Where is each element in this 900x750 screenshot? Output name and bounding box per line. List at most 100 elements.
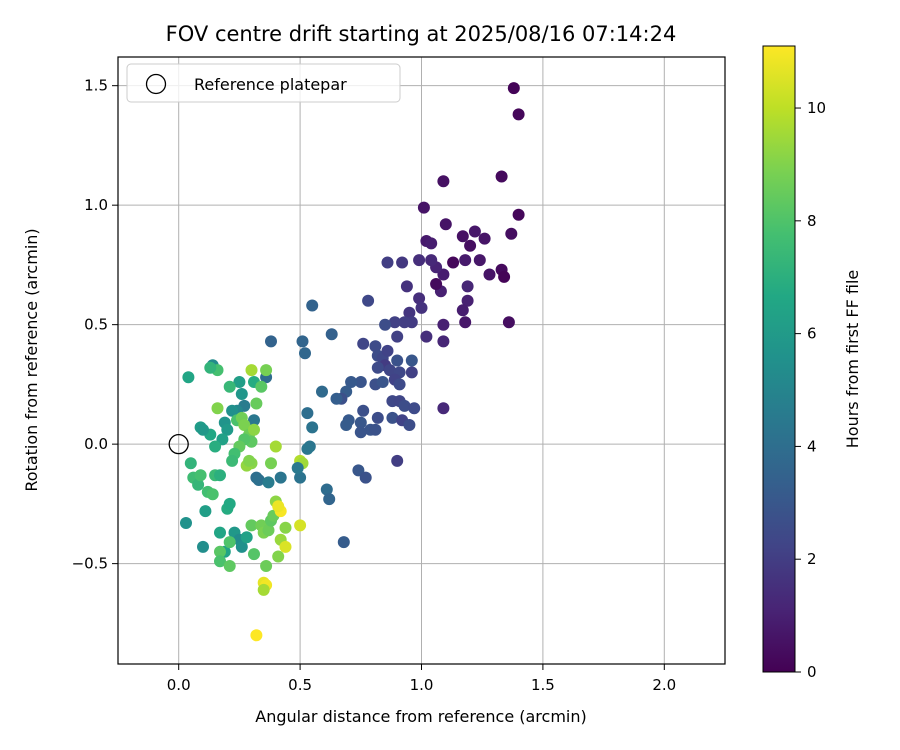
scatter-point bbox=[371, 361, 384, 374]
scatter-point bbox=[357, 404, 370, 417]
scatter-point bbox=[194, 469, 207, 482]
scatter-point bbox=[238, 419, 251, 431]
scatter-point bbox=[512, 208, 525, 221]
x-axis-label: Angular distance from reference (arcmin) bbox=[255, 707, 586, 726]
scatter-point bbox=[214, 526, 226, 539]
colorbar-tick-label: 2 bbox=[807, 550, 817, 568]
scatter-point bbox=[197, 423, 209, 436]
scatter-point bbox=[393, 378, 406, 391]
scatter-point bbox=[209, 440, 222, 453]
colorbar-tick-label: 4 bbox=[807, 437, 817, 455]
scatter-point bbox=[325, 328, 338, 341]
scatter-point bbox=[316, 385, 328, 398]
scatter-point bbox=[199, 505, 212, 518]
scatter-point bbox=[437, 335, 450, 348]
y-tick-label: 1.5 bbox=[84, 77, 108, 95]
scatter-point bbox=[257, 583, 270, 596]
scatter-point bbox=[294, 471, 307, 484]
scatter-points bbox=[180, 82, 525, 642]
scatter-point bbox=[306, 421, 319, 434]
scatter-point bbox=[388, 316, 401, 329]
y-tick-label: 1.0 bbox=[84, 196, 108, 214]
legend-label: Reference platepar bbox=[194, 75, 347, 94]
scatter-point bbox=[430, 278, 443, 290]
scatter-point bbox=[214, 555, 226, 568]
scatter-point bbox=[255, 380, 268, 393]
scatter-point bbox=[405, 354, 418, 367]
scatter-point bbox=[420, 330, 433, 343]
scatter-point bbox=[260, 560, 273, 572]
chart-title: FOV centre drift starting at 2025/08/16 … bbox=[166, 22, 677, 46]
scatter-point bbox=[250, 629, 263, 642]
scatter-point bbox=[250, 397, 263, 410]
scatter-point bbox=[245, 519, 258, 532]
scatter-point bbox=[262, 524, 275, 537]
scatter-point bbox=[306, 299, 319, 312]
scatter-point bbox=[337, 536, 350, 549]
scatter-point bbox=[495, 170, 508, 183]
legend-box bbox=[126, 63, 401, 103]
scatter-point bbox=[223, 536, 236, 549]
y-axis-label: Rotation from reference (arcmin) bbox=[22, 228, 41, 491]
scatter-point bbox=[272, 500, 285, 513]
scatter-point bbox=[354, 416, 367, 429]
x-tick-label: 0.0 bbox=[167, 676, 191, 694]
scatter-point bbox=[405, 366, 418, 379]
scatter-point bbox=[352, 464, 365, 477]
scatter-point bbox=[413, 254, 426, 267]
scatter-point bbox=[383, 364, 396, 377]
scatter-point bbox=[502, 316, 515, 329]
scatter-point bbox=[437, 268, 450, 281]
scatter-point bbox=[461, 280, 474, 293]
scatter-point bbox=[265, 457, 277, 470]
scatter-point bbox=[223, 380, 236, 393]
scatter-point bbox=[248, 548, 260, 561]
scatter-point bbox=[206, 488, 219, 501]
y-axis-ticks: −0.5 0.0 0.5 1.0 1.5 bbox=[72, 77, 118, 573]
scatter-point bbox=[456, 230, 469, 243]
scatter-point bbox=[240, 531, 253, 544]
x-tick-label: 1.0 bbox=[410, 676, 434, 694]
scatter-point bbox=[391, 330, 404, 343]
scatter-point bbox=[354, 376, 367, 388]
scatter-point bbox=[398, 399, 411, 412]
y-tick-label: −0.5 bbox=[72, 555, 108, 573]
scatter-point bbox=[233, 376, 246, 388]
legend-marker-icon bbox=[145, 73, 167, 95]
scatter-point bbox=[245, 364, 258, 377]
reference-platepar-marker bbox=[168, 433, 189, 455]
scatter-point bbox=[507, 82, 520, 95]
scatter-point bbox=[252, 474, 265, 486]
colorbar-ticks: 0 2 4 6 8 10 bbox=[795, 99, 826, 681]
scatter-point bbox=[226, 454, 239, 467]
scatter-point bbox=[192, 478, 205, 491]
scatter-point bbox=[359, 471, 372, 484]
scatter-point bbox=[214, 469, 226, 482]
scatter-point bbox=[248, 414, 260, 427]
scatter-point bbox=[473, 254, 486, 267]
scatter-point bbox=[265, 335, 277, 348]
scatter-point bbox=[320, 483, 333, 496]
scatter-point bbox=[478, 232, 491, 245]
scatter-point bbox=[425, 254, 438, 267]
scatter-point bbox=[296, 335, 309, 348]
x-tick-label: 1.5 bbox=[531, 676, 555, 694]
scatter-point bbox=[376, 376, 389, 388]
scatter-point bbox=[459, 316, 472, 329]
scatter-point bbox=[221, 423, 234, 436]
scatter-point bbox=[362, 294, 375, 307]
scatter-point bbox=[425, 237, 438, 250]
scatter-point bbox=[294, 519, 307, 532]
scatter-point bbox=[483, 268, 496, 281]
scatter-point bbox=[299, 347, 311, 360]
scatter-point bbox=[408, 402, 421, 415]
legend: Reference platepar bbox=[126, 63, 401, 103]
scatter-point bbox=[400, 280, 413, 293]
scatter-point bbox=[223, 497, 236, 510]
scatter-point bbox=[371, 411, 384, 424]
scatter-point bbox=[369, 423, 382, 436]
scatter-point bbox=[279, 521, 292, 534]
scatter-point bbox=[248, 423, 260, 436]
scatter-point bbox=[505, 227, 518, 240]
